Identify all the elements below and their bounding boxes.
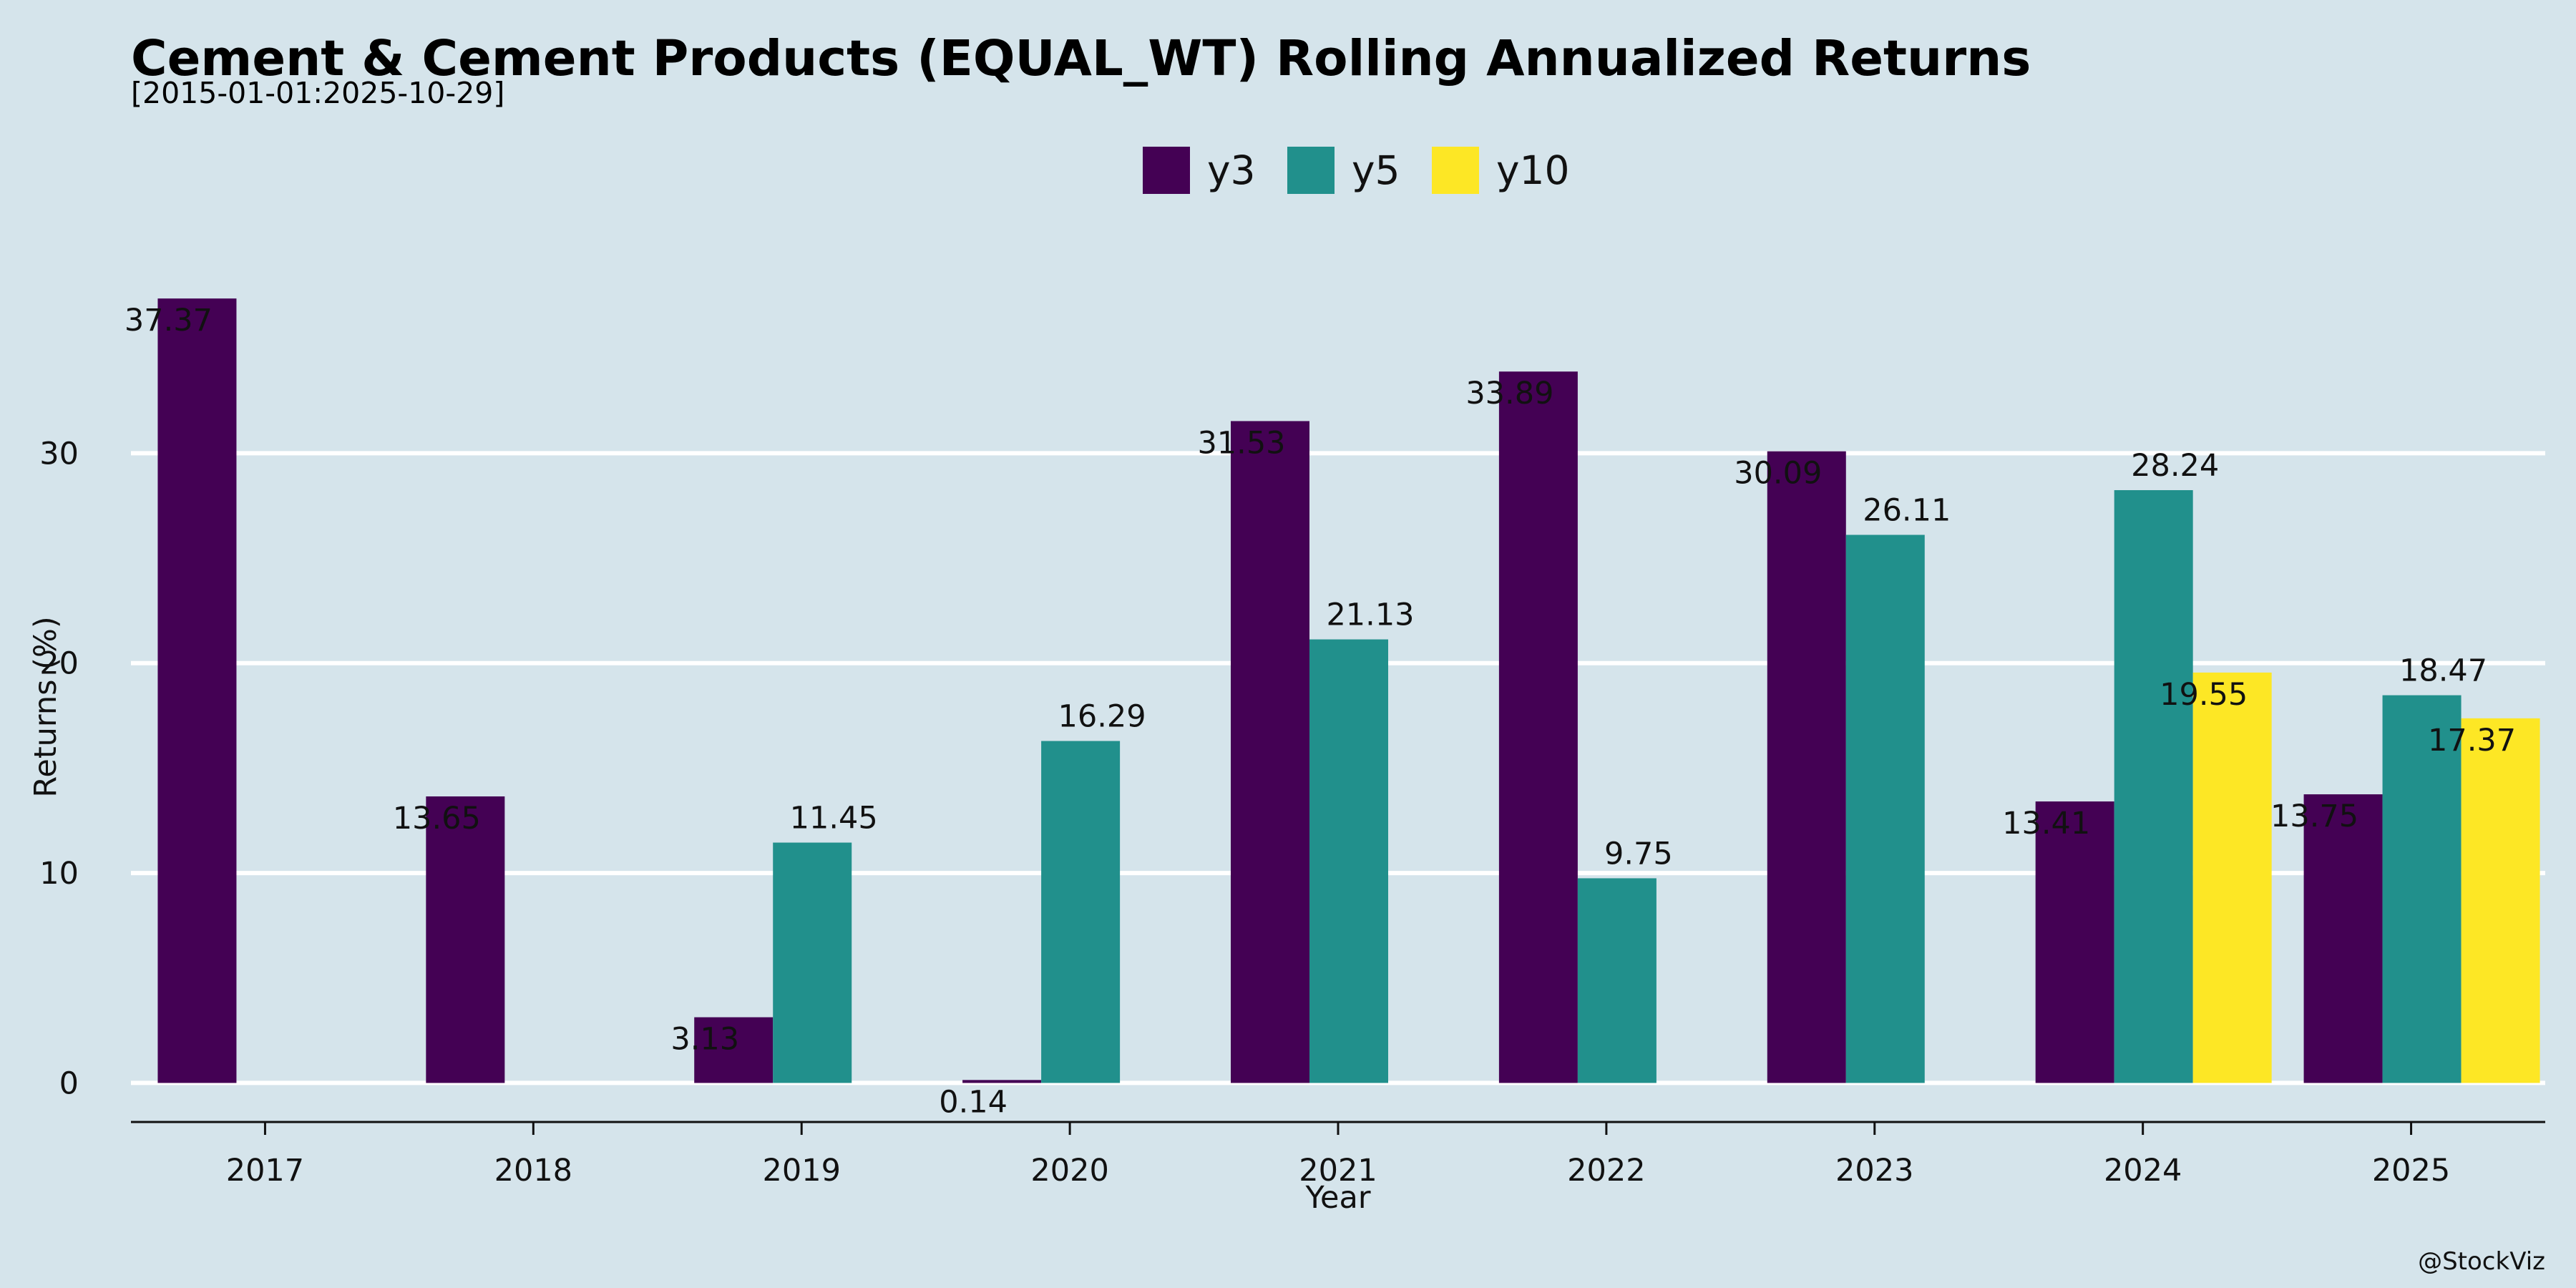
- data-label-y3-2019: 3.13: [670, 1022, 739, 1058]
- legend-swatch-y5: [1287, 147, 1335, 194]
- bar-y5-2025: [2382, 695, 2462, 1083]
- y-tick-label: 0: [59, 1065, 79, 1101]
- chart-subtitle: [2015-01-01:2025-10-29]: [131, 76, 504, 110]
- x-tick-label: 2025: [2372, 1153, 2450, 1189]
- data-label-y5-2025: 18.47: [2399, 653, 2487, 689]
- data-label-y3-2021: 31.53: [1197, 425, 1285, 461]
- data-label-y5-2024: 28.24: [2131, 448, 2219, 484]
- legend-label-y3: y3: [1207, 147, 1256, 193]
- legend-label-y5: y5: [1352, 147, 1400, 193]
- x-tick-label: 2017: [226, 1153, 304, 1189]
- chart-title: Cement & Cement Products (EQUAL_WT) Roll…: [131, 30, 2031, 87]
- legend-label-y10: y10: [1496, 147, 1570, 193]
- data-label-y3-2025: 13.75: [2270, 799, 2358, 834]
- data-label-y5-2020: 16.29: [1058, 699, 1146, 735]
- data-label-y10-2024: 19.55: [2160, 677, 2248, 713]
- data-label-y5-2022: 9.75: [1604, 836, 1673, 872]
- bar-y3-2022: [1498, 371, 1578, 1083]
- data-label-y5-2021: 21.13: [1326, 597, 1414, 633]
- data-label-y3-2017: 37.37: [125, 303, 213, 338]
- bar-y5-2020: [1041, 741, 1121, 1083]
- credit-text: @StockViz: [2418, 1247, 2545, 1276]
- bar-y3-2018: [426, 796, 505, 1083]
- x-tick-label: 2022: [1567, 1153, 1645, 1189]
- data-label-y10-2025: 17.37: [2428, 723, 2516, 758]
- bar-y3-2019: [694, 1017, 774, 1083]
- data-label-y3-2022: 33.89: [1465, 376, 1553, 411]
- bar-y5-2024: [2114, 489, 2193, 1083]
- bars: [157, 298, 2540, 1083]
- bar-y10-2024: [2192, 672, 2272, 1083]
- bar-y5-2019: [773, 842, 852, 1083]
- bar-y3-2017: [157, 298, 237, 1083]
- y-tick-label: 10: [39, 856, 79, 892]
- bar-y5-2023: [1845, 535, 1925, 1083]
- data-label-y3-2023: 30.09: [1734, 456, 1822, 492]
- y-tick-label: 20: [39, 646, 79, 682]
- data-label-y3-2024: 13.41: [2002, 806, 2090, 841]
- legend: y3 y5 y10: [1143, 147, 1570, 194]
- data-label-y3-2018: 13.65: [393, 801, 481, 836]
- y-axis-title: Returns (%): [28, 616, 64, 797]
- bar-y3-2023: [1767, 451, 1846, 1083]
- bar-y10-2025: [2461, 718, 2540, 1083]
- legend-swatch-y10: [1432, 147, 1479, 194]
- x-axis-title: Year: [1304, 1180, 1370, 1216]
- bar-y3-2020: [962, 1080, 1042, 1083]
- y-tick-label: 30: [39, 436, 79, 472]
- axis-ticks: 0 10 20 30 2017 2018 2019 2020 2021 2022 2023 2024 2…: [39, 436, 2450, 1189]
- x-tick-label: 2024: [2104, 1153, 2182, 1189]
- data-label-y3-2020: 0.14: [939, 1084, 1008, 1120]
- x-tick-label: 2020: [1030, 1153, 1108, 1189]
- bar-y3-2024: [2035, 801, 2114, 1083]
- x-tick-label: 2019: [763, 1153, 841, 1189]
- x-tick-label: 2018: [494, 1153, 572, 1189]
- data-label-y5-2019: 11.45: [790, 801, 878, 836]
- data-labels: 37.37 13.65 3.13 11.45 0.14 16.29 31.53 21.13 33…: [125, 303, 2516, 1120]
- bar-y3-2021: [1231, 421, 1309, 1083]
- data-label-y5-2023: 26.11: [1863, 492, 1951, 528]
- x-tick-label: 2023: [1835, 1153, 1913, 1189]
- bar-y5-2022: [1577, 878, 1657, 1083]
- bar-y5-2021: [1309, 639, 1388, 1083]
- legend-swatch-y3: [1143, 147, 1190, 194]
- x-tick-label: 2021: [1299, 1153, 1377, 1189]
- bar-y3-2025: [2303, 794, 2383, 1083]
